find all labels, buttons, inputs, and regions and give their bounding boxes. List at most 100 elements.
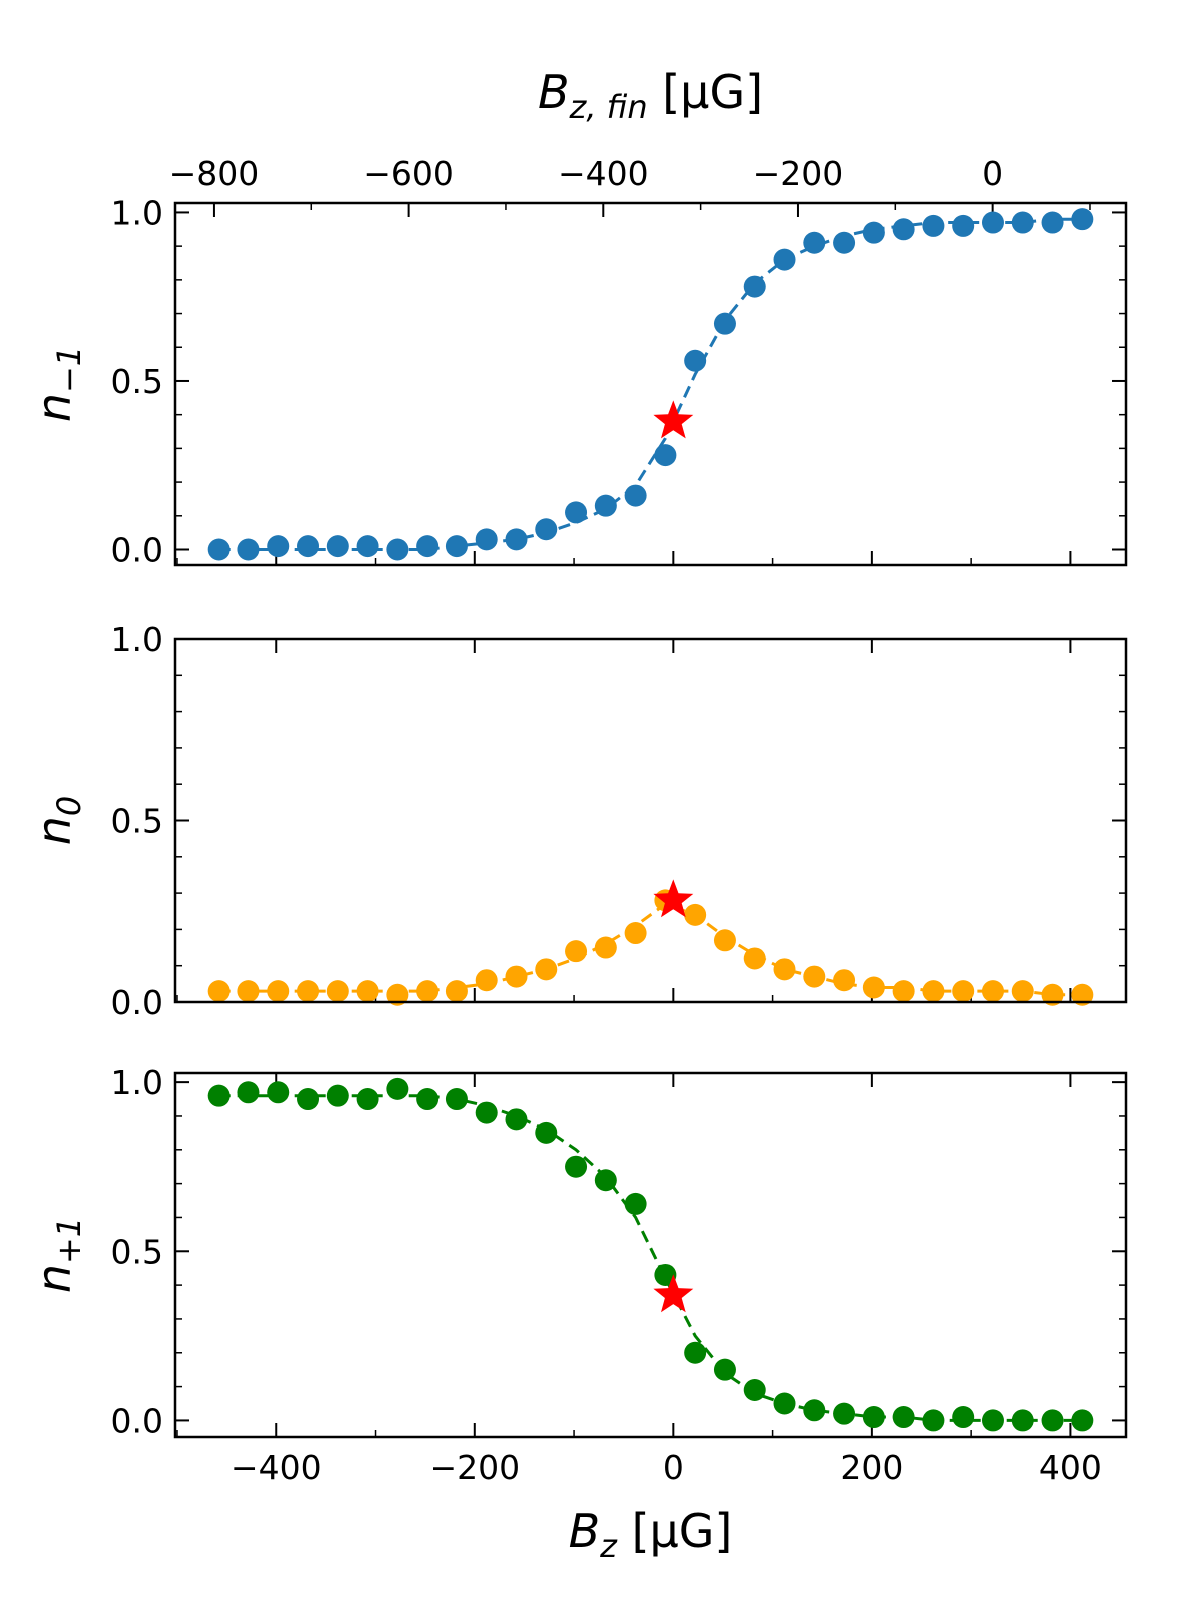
data-point (475, 969, 498, 992)
data-point (773, 248, 796, 271)
x-tick-label: −400 (231, 1448, 322, 1487)
x-tick-label: −200 (429, 1448, 520, 1487)
data-point (624, 484, 647, 507)
star-marker (653, 879, 694, 918)
data-point (505, 965, 528, 988)
data-point (386, 1077, 409, 1100)
data-point (267, 1081, 290, 1104)
label-subscript: +1 (50, 1217, 88, 1264)
data-point (565, 1155, 588, 1178)
data-point (565, 940, 588, 963)
data-point (416, 1088, 439, 1111)
top-tick-label: 0 (982, 154, 1003, 193)
data-point (1041, 211, 1064, 234)
data-point (713, 312, 736, 335)
label-subscript: z (599, 1527, 618, 1565)
data-point (326, 535, 349, 558)
data-point (892, 980, 915, 1003)
top-tick-label: −800 (169, 154, 260, 193)
label-part: B (538, 65, 570, 119)
y-tick-label: 1.0 (111, 193, 163, 232)
data-point (297, 980, 320, 1003)
axes-frame (173, 637, 1128, 1004)
label-part: [μG] (617, 1504, 732, 1558)
data-point (713, 1358, 736, 1381)
fit-line (218, 1094, 1083, 1422)
data-point (862, 976, 885, 999)
data-point (743, 1378, 766, 1401)
label-part: B (569, 1504, 601, 1558)
data-point (505, 528, 528, 551)
data-point (535, 518, 558, 541)
data-point (356, 1088, 379, 1111)
label-part: n (27, 1264, 81, 1293)
data-point (207, 1084, 230, 1107)
data-point (505, 1108, 528, 1131)
axis-label: n0 (27, 796, 88, 846)
data-point (297, 1088, 320, 1111)
data-point (684, 903, 707, 926)
data-point (1011, 1409, 1034, 1432)
y-tick-label: 0.0 (111, 983, 163, 1022)
label-subscript: z, fin (569, 88, 648, 126)
data-point (1041, 1409, 1064, 1432)
star-marker (653, 1274, 694, 1313)
data-point (952, 1406, 975, 1429)
data-point (535, 1121, 558, 1144)
top-tick-label: −400 (558, 154, 649, 193)
data-point (475, 528, 498, 551)
data-point (445, 980, 468, 1003)
y-tick-label: 1.0 (111, 620, 163, 659)
data-point (1011, 980, 1034, 1003)
data-point (684, 349, 707, 372)
fit-line (218, 217, 1083, 551)
data-point (565, 501, 588, 524)
data-point (862, 221, 885, 244)
data-point (892, 1406, 915, 1429)
data-point (862, 1406, 885, 1429)
data-point (594, 494, 617, 517)
axes-frame (173, 201, 1128, 567)
y-tick-label: 0.5 (111, 1232, 163, 1271)
axis-label: n+1 (27, 1217, 88, 1293)
y-tick-label: 0.5 (111, 802, 163, 841)
data-point (654, 1263, 677, 1286)
data-point (356, 980, 379, 1003)
data-point (684, 1341, 707, 1364)
data-point (475, 1101, 498, 1124)
y-tick-label: 1.0 (111, 1063, 163, 1102)
axis-label: n−1 (27, 346, 88, 422)
label-part: [μG] (648, 65, 763, 119)
star-marker (653, 400, 694, 439)
data-point (267, 535, 290, 558)
label-subscript: −1 (50, 346, 88, 393)
data-point (833, 1402, 856, 1425)
data-point (833, 231, 856, 254)
data-point (1011, 211, 1034, 234)
data-point (654, 444, 677, 467)
data-point (981, 980, 1004, 1003)
data-point (237, 538, 260, 561)
y-tick-label: 0.0 (111, 530, 163, 569)
data-point (237, 980, 260, 1003)
data-point (267, 980, 290, 1003)
data-point (624, 1192, 647, 1215)
y-tick-label: 0.0 (111, 1401, 163, 1440)
data-point (386, 983, 409, 1006)
x-tick-label: 400 (1039, 1448, 1102, 1487)
axis-label: Bz, fin [μG] (538, 65, 763, 126)
data-point (773, 1392, 796, 1415)
axes-frame (173, 1071, 1128, 1439)
data-point (803, 231, 826, 254)
x-tick-label: 200 (840, 1448, 903, 1487)
data-point (386, 538, 409, 561)
data-point (1041, 983, 1064, 1006)
data-point (237, 1081, 260, 1104)
data-point (981, 211, 1004, 234)
data-point (833, 969, 856, 992)
data-point (297, 535, 320, 558)
label-part: n (27, 393, 81, 422)
label-subscript: 0 (50, 796, 88, 816)
data-point (922, 980, 945, 1003)
